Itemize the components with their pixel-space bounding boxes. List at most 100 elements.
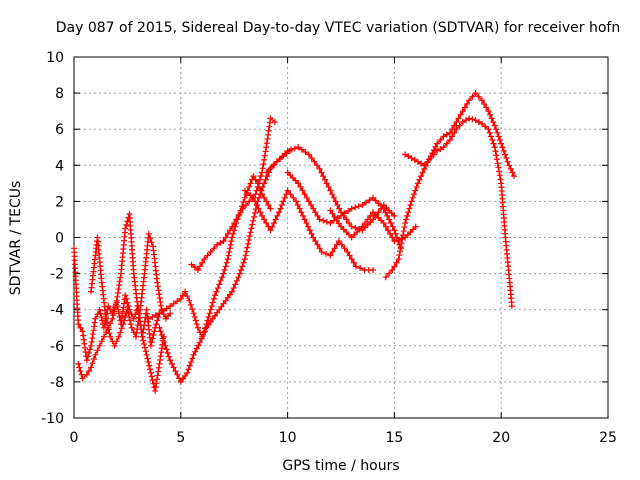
data-point (207, 306, 214, 313)
chart-title: Day 087 of 2015, Sidereal Day-to-day VTE… (56, 20, 620, 36)
data-point (160, 311, 167, 318)
data-point (262, 176, 269, 183)
data-point (370, 266, 377, 273)
data-point (263, 198, 270, 205)
data-point (325, 183, 332, 190)
data-point (153, 376, 160, 383)
data-point (160, 307, 166, 314)
data-point (244, 244, 251, 251)
data-point (308, 155, 315, 162)
data-point (388, 210, 395, 217)
data-point (305, 198, 312, 205)
data-point (179, 292, 186, 299)
data-point (221, 266, 228, 273)
data-point (154, 317, 161, 324)
data-point (146, 362, 153, 369)
data-point (229, 288, 236, 295)
data-point (135, 314, 142, 321)
data-point (193, 345, 200, 352)
data-point (250, 194, 257, 201)
data-point (92, 351, 99, 358)
data-point (362, 199, 369, 206)
data-point (107, 333, 114, 340)
data-point (490, 118, 497, 125)
data-point (318, 248, 325, 255)
data-point (271, 161, 278, 168)
data-point (254, 183, 261, 190)
data-point (348, 256, 355, 263)
data-point (408, 155, 415, 162)
data-point (481, 100, 488, 107)
data-point (335, 220, 342, 227)
data-point (231, 220, 238, 227)
data-point (383, 204, 390, 211)
data-point (434, 147, 441, 154)
data-point (386, 216, 393, 223)
data-point (457, 111, 464, 118)
data-point (266, 123, 273, 130)
data-point (89, 335, 96, 342)
data-point (223, 259, 230, 266)
data-point (147, 366, 154, 373)
data-point (167, 357, 174, 364)
data-point (366, 197, 373, 204)
data-point (250, 173, 257, 180)
data-point (418, 173, 425, 180)
data-point (263, 169, 270, 176)
data-point (255, 205, 262, 212)
data-point (375, 209, 382, 216)
data-point (469, 93, 476, 100)
data-point (155, 368, 162, 375)
data-point (200, 331, 207, 338)
data-point (163, 305, 170, 312)
data-point (400, 228, 407, 235)
data-point (265, 127, 272, 134)
data-point (103, 315, 110, 322)
data-point (343, 216, 350, 223)
data-point (407, 202, 414, 209)
data-point (290, 194, 297, 201)
data-point (112, 301, 119, 308)
data-point (279, 153, 286, 160)
data-point (163, 346, 170, 353)
data-point (262, 148, 269, 155)
data-point (94, 347, 101, 354)
data-point (375, 214, 382, 221)
data-point (75, 360, 82, 367)
data-point (114, 289, 121, 296)
data-point (359, 202, 366, 209)
data-point (197, 263, 204, 270)
data-point (191, 264, 198, 271)
data-point (332, 198, 339, 205)
data-point (314, 212, 321, 219)
data-point (153, 380, 160, 387)
data-point (255, 194, 262, 201)
data-point (511, 173, 518, 180)
data-point (229, 223, 236, 230)
data-point (486, 129, 493, 136)
y-tick-label: 4 (55, 158, 64, 174)
data-point (327, 220, 334, 227)
data-point (333, 217, 340, 224)
data-point (157, 353, 164, 360)
data-point (405, 153, 412, 160)
data-point (292, 177, 299, 184)
data-point (391, 212, 398, 219)
data-point (299, 212, 306, 219)
data-point (111, 342, 118, 349)
data-point (314, 241, 321, 248)
data-point (397, 248, 404, 255)
data-point (237, 209, 244, 216)
data-point (117, 274, 124, 281)
data-point (162, 342, 169, 349)
data-point (96, 306, 103, 313)
data-point (186, 362, 193, 369)
data-point (443, 140, 450, 147)
data-point (382, 223, 389, 230)
data-point (167, 310, 174, 317)
data-point (115, 310, 122, 317)
data-point (135, 318, 142, 325)
data-point (115, 286, 122, 293)
data-point (134, 322, 141, 329)
data-point (122, 292, 129, 299)
